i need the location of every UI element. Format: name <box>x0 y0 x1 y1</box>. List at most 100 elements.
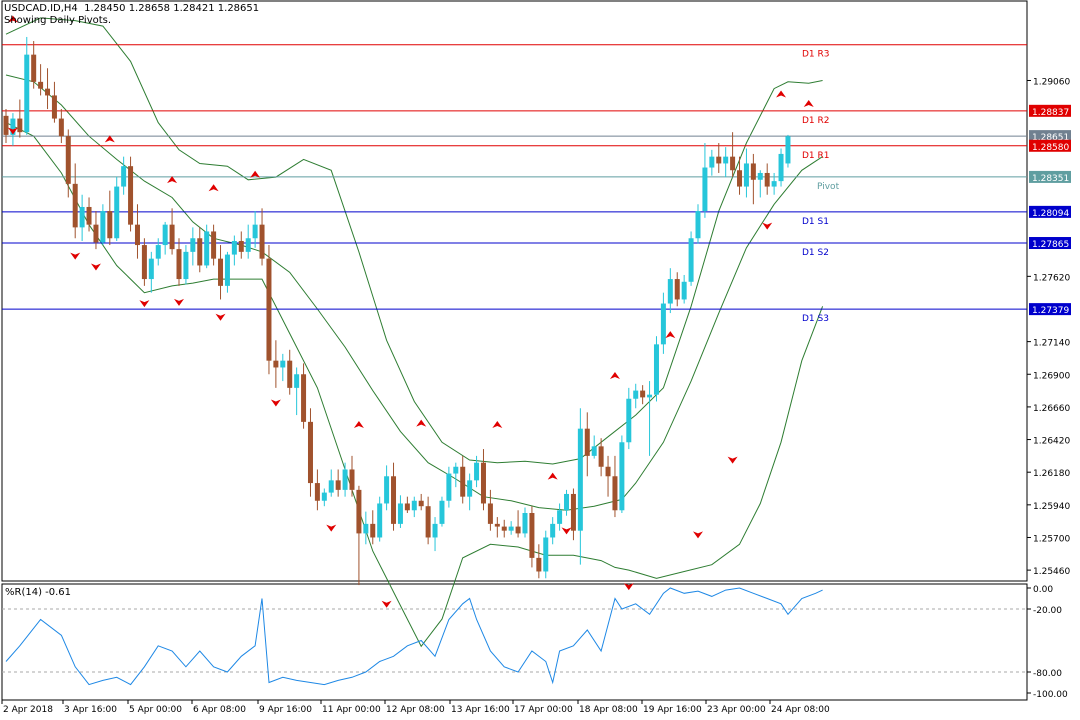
fractal-up-marker <box>208 184 219 192</box>
candle-body <box>197 238 203 266</box>
candle-body <box>619 442 625 511</box>
candle-body <box>294 374 300 388</box>
fractal-down-marker <box>693 531 703 539</box>
candle-body <box>508 526 514 531</box>
candle-body <box>349 469 355 490</box>
price-panel-frame <box>1 0 1028 582</box>
candle-body <box>79 206 85 228</box>
candle-body <box>660 303 666 345</box>
low-value: 1.28421 <box>173 3 215 14</box>
candle-body <box>238 240 244 252</box>
fractal-down-marker <box>561 527 572 535</box>
candle-body <box>31 54 37 82</box>
candle-body <box>702 167 708 212</box>
chart-header: USDCAD.ID,H4 1.28450 1.28658 1.28421 1.2… <box>4 3 259 14</box>
fractal-up-marker <box>104 135 115 143</box>
candle-body <box>667 279 673 304</box>
candle-body <box>737 170 743 187</box>
open-value: 1.28450 <box>84 3 126 14</box>
time-tick-label: 23 Apr 00:00 <box>707 705 766 715</box>
candle-body <box>494 523 500 527</box>
candle-body <box>439 500 445 524</box>
candle-body <box>183 251 189 280</box>
fractal-up-marker <box>167 176 178 184</box>
candle-body <box>612 476 618 511</box>
candle-body <box>121 166 127 187</box>
price-tag-bg <box>1029 104 1071 117</box>
candle-body <box>778 153 784 182</box>
candle-body <box>446 473 452 501</box>
candle-body <box>723 156 729 164</box>
candle-body <box>377 503 383 538</box>
candle-body <box>273 360 279 368</box>
pivot-label: D1 S3 <box>802 314 829 324</box>
candle-body <box>148 258 154 280</box>
candle-body <box>231 240 237 255</box>
fractal-down-marker <box>7 127 18 135</box>
candle-body <box>577 428 583 531</box>
fractal-down-marker <box>70 252 81 260</box>
price-tag-label: 1.28837 <box>1032 108 1069 118</box>
candle-body <box>564 493 570 511</box>
candle-body <box>10 118 16 135</box>
candle-body <box>543 537 549 572</box>
price-tick-label: 1.27620 <box>1033 273 1070 283</box>
candle-body <box>363 523 369 534</box>
candle-body <box>716 156 722 164</box>
candle-body <box>771 181 777 187</box>
pivot-label: D1 S1 <box>802 217 829 227</box>
candle-body <box>162 224 168 246</box>
fractal-down-marker <box>174 298 184 306</box>
candle-body <box>432 523 438 538</box>
candle-body <box>245 238 251 252</box>
time-tick-label: 3 Apr 16:00 <box>64 705 117 715</box>
wpr-panel-frame <box>1 583 1028 701</box>
candle-body <box>259 224 265 259</box>
price-tag-bg <box>1029 130 1071 143</box>
pivot-label: D1 S2 <box>802 248 829 258</box>
candle-body <box>757 172 763 180</box>
candle-body <box>211 231 217 259</box>
fractal-down-marker <box>326 524 337 532</box>
fractal-up-marker <box>803 99 814 107</box>
candle-body <box>307 421 313 484</box>
time-tick-label: 24 Apr 08:00 <box>771 705 830 715</box>
fractal-down-marker <box>139 300 150 308</box>
fractal-down-marker <box>762 222 773 230</box>
candle-body <box>370 523 376 538</box>
candle-body <box>425 506 431 538</box>
time-tick-label: 18 Apr 08:00 <box>579 705 638 715</box>
fractal-down-marker <box>90 263 101 271</box>
price-tick-label: 1.27140 <box>1033 339 1070 349</box>
candle-body <box>134 224 140 246</box>
candle-body <box>335 480 341 490</box>
candle-body <box>287 360 293 388</box>
candle-body <box>155 245 161 259</box>
candle-body <box>487 503 493 524</box>
time-tick-label: 2 Apr 2018 <box>3 705 53 715</box>
price-tag-bg <box>1029 170 1071 183</box>
pivot-label: D1 R2 <box>802 116 830 126</box>
price-tag-bg <box>1029 205 1071 218</box>
bollinger-lower-line <box>5 122 824 648</box>
candle-body <box>391 476 397 524</box>
candle-body <box>550 523 556 538</box>
candle-body <box>501 526 507 531</box>
fractal-markers <box>7 15 814 608</box>
candle-body <box>480 462 486 504</box>
candle-body <box>529 512 535 558</box>
candle-body <box>252 224 258 239</box>
candle-body <box>467 480 473 497</box>
price-tag-label: 1.28651 <box>1032 133 1069 143</box>
candle-body <box>72 183 78 228</box>
candle-body <box>93 224 99 243</box>
fractal-down-marker <box>381 600 392 608</box>
price-tag-bg <box>1029 303 1071 316</box>
candle-body <box>218 258 224 286</box>
time-tick-label: 11 Apr 00:00 <box>322 705 381 715</box>
price-tick-label: 1.26660 <box>1033 404 1070 414</box>
time-tick-label: 17 Apr 00:00 <box>514 705 573 715</box>
candle-body <box>557 510 563 524</box>
